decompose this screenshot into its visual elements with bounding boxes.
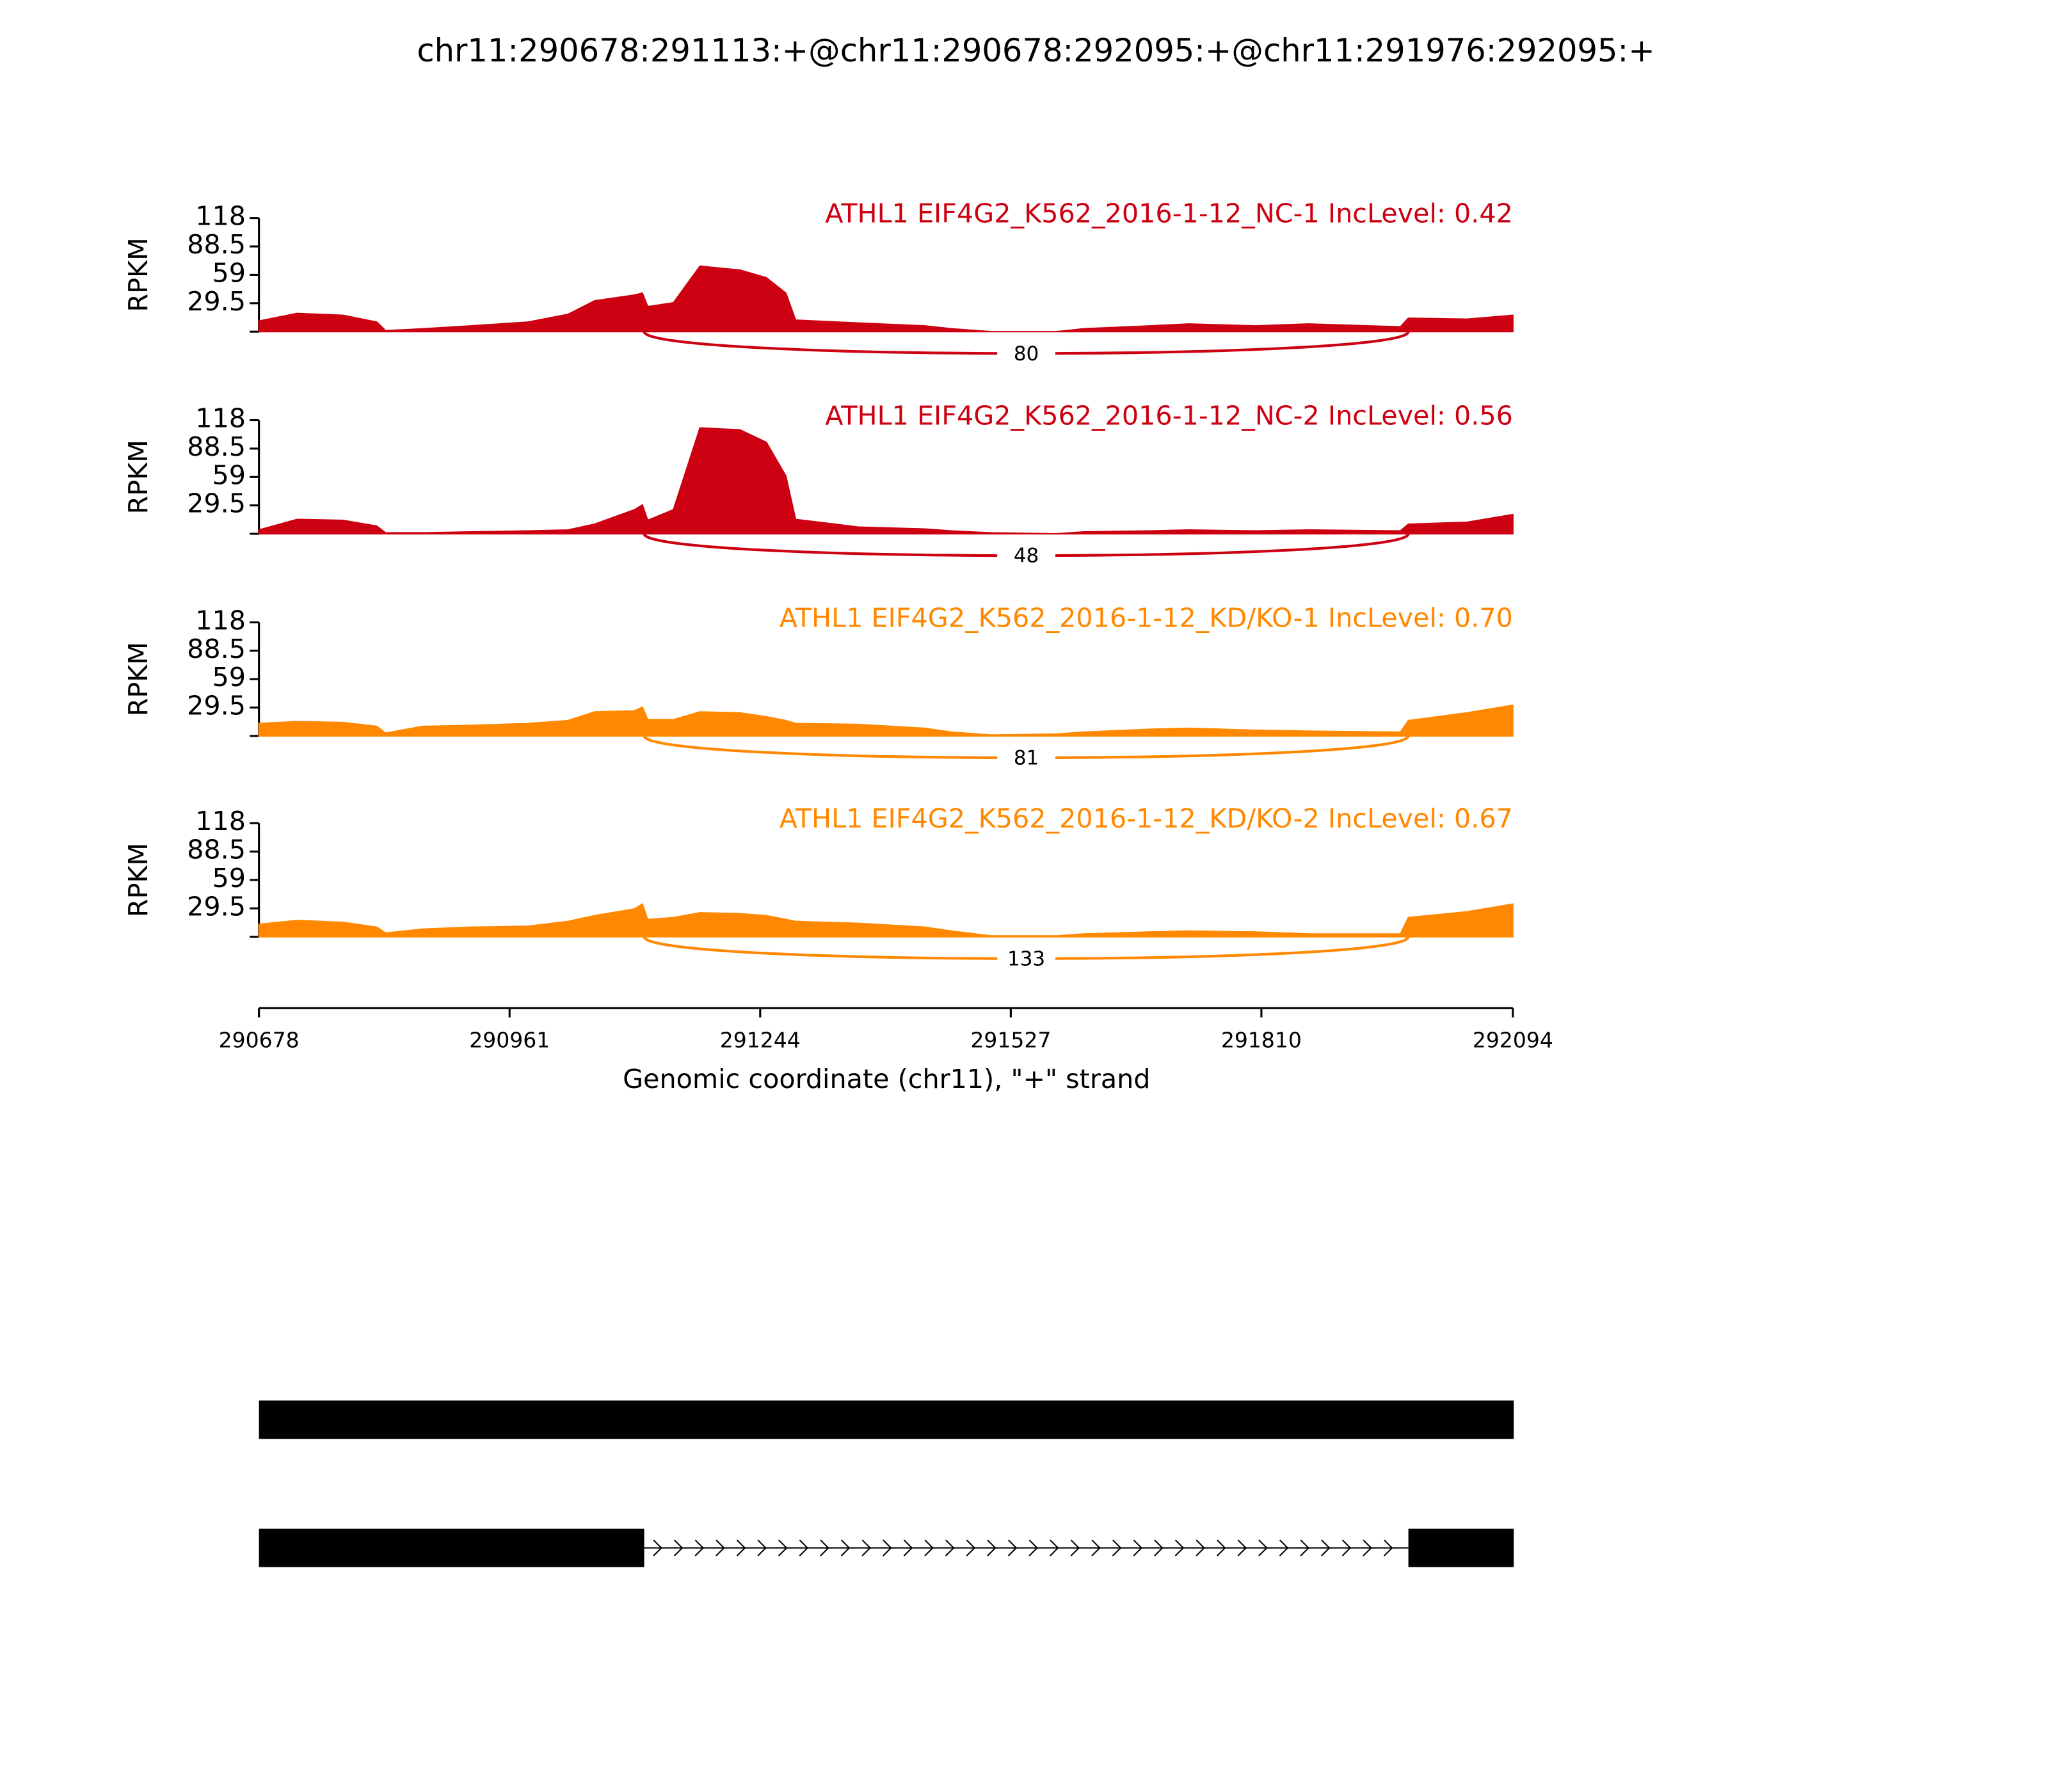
coverage-area [258,903,1514,938]
y-tick-label: 59 [212,863,246,893]
y-axis-label: RPKM [123,237,154,312]
y-tick-label: 118 [195,605,246,636]
strand-arrow [673,1539,684,1556]
track-label: ATHL1 EIF4G2_K562_2016-1-12_KD/KO-2 IncL… [780,803,1513,834]
strand-arrow [1341,1539,1352,1556]
strand-arrow [945,1539,955,1556]
strand-arrow [1216,1539,1226,1556]
coverage-area [258,704,1514,737]
y-tick-label: 88.5 [187,431,246,462]
strand-arrow [1237,1539,1247,1556]
x-tick-label: 291810 [1221,1027,1302,1052]
strand-arrow [1258,1539,1268,1556]
strand-arrow [883,1539,892,1556]
y-axis-label: RPKM [123,843,154,917]
y-tick-label: 88.5 [187,634,246,664]
y-tick-label: 118 [195,201,246,232]
track-label: ATHL1 EIF4G2_K562_2016-1-12_NC-2 IncLeve… [825,400,1513,431]
y-tick-label: 59 [212,460,246,490]
strand-arrow [1300,1539,1310,1556]
y-tick-label: 88.5 [187,229,246,260]
y-tick-label: 88.5 [187,835,246,865]
strand-arrow [987,1539,996,1556]
junction-label-bg [997,744,1055,771]
track-label: ATHL1 EIF4G2_K562_2016-1-12_KD/KO-1 IncL… [780,602,1513,633]
junction-label-bg [997,340,1055,367]
x-tick-label: 290961 [469,1027,550,1052]
exon [259,1528,644,1567]
strand-arrow [757,1539,767,1556]
strand-arrow [1133,1539,1143,1556]
x-axis-label: Genomic coordinate (chr11), "+" strand [623,1064,1150,1094]
junction-label: 80 [1014,342,1039,365]
strand-arrow [1174,1539,1185,1556]
junction-label-bg [997,945,1055,972]
strand-arrow [903,1539,913,1556]
strand-arrow [778,1539,788,1556]
strand-arrow [1028,1539,1038,1556]
strand-arrow [1363,1539,1372,1556]
strand-arrow [1196,1539,1205,1556]
strand-arrow [924,1539,934,1556]
y-tick-label: 29.5 [187,891,246,922]
x-tick-label: 290678 [219,1027,300,1052]
strand-arrow [820,1539,829,1556]
strand-arrow [694,1539,705,1556]
y-tick-label: 29.5 [187,691,246,721]
junction-label: 48 [1014,545,1039,568]
strand-arrow [1050,1539,1059,1556]
track-label: ATHL1 EIF4G2_K562_2016-1-12_NC-1 IncLeve… [825,198,1513,229]
strand-arrow [1091,1539,1101,1556]
strand-arrow [736,1539,746,1556]
exon [1408,1528,1514,1567]
strand-arrow [1070,1539,1080,1556]
junction-label: 81 [1014,747,1039,770]
y-tick-label: 118 [195,403,246,434]
y-tick-label: 59 [212,662,246,692]
junction-label: 133 [1007,947,1045,970]
strand-arrow [1154,1539,1164,1556]
coverage-area [258,265,1514,333]
strand-arrow [716,1539,725,1556]
strand-arrow [799,1539,809,1556]
x-tick-label: 291527 [970,1027,1051,1052]
strand-arrow [966,1539,976,1556]
coverage-area [258,427,1514,535]
y-tick-label: 29.5 [187,488,246,519]
strand-arrow [840,1539,851,1556]
strand-arrow [1007,1539,1018,1556]
x-tick-label: 292094 [1473,1027,1553,1052]
y-axis-label: RPKM [123,642,154,716]
x-tick-label: 291244 [720,1027,801,1052]
exon [259,1400,1514,1439]
strand-arrow [1279,1539,1289,1556]
y-tick-label: 118 [195,806,246,836]
y-tick-label: 29.5 [187,286,246,317]
strand-arrow [1321,1539,1331,1556]
junction-label-bg [997,542,1055,569]
strand-arrow [1112,1539,1122,1556]
chart-title: chr11:290678:291113:+@chr11:290678:29209… [417,32,1654,69]
strand-arrow [1383,1539,1393,1556]
y-tick-label: 59 [212,257,246,288]
strand-arrow [861,1539,872,1556]
strand-arrow [653,1539,662,1556]
y-axis-label: RPKM [123,440,154,514]
